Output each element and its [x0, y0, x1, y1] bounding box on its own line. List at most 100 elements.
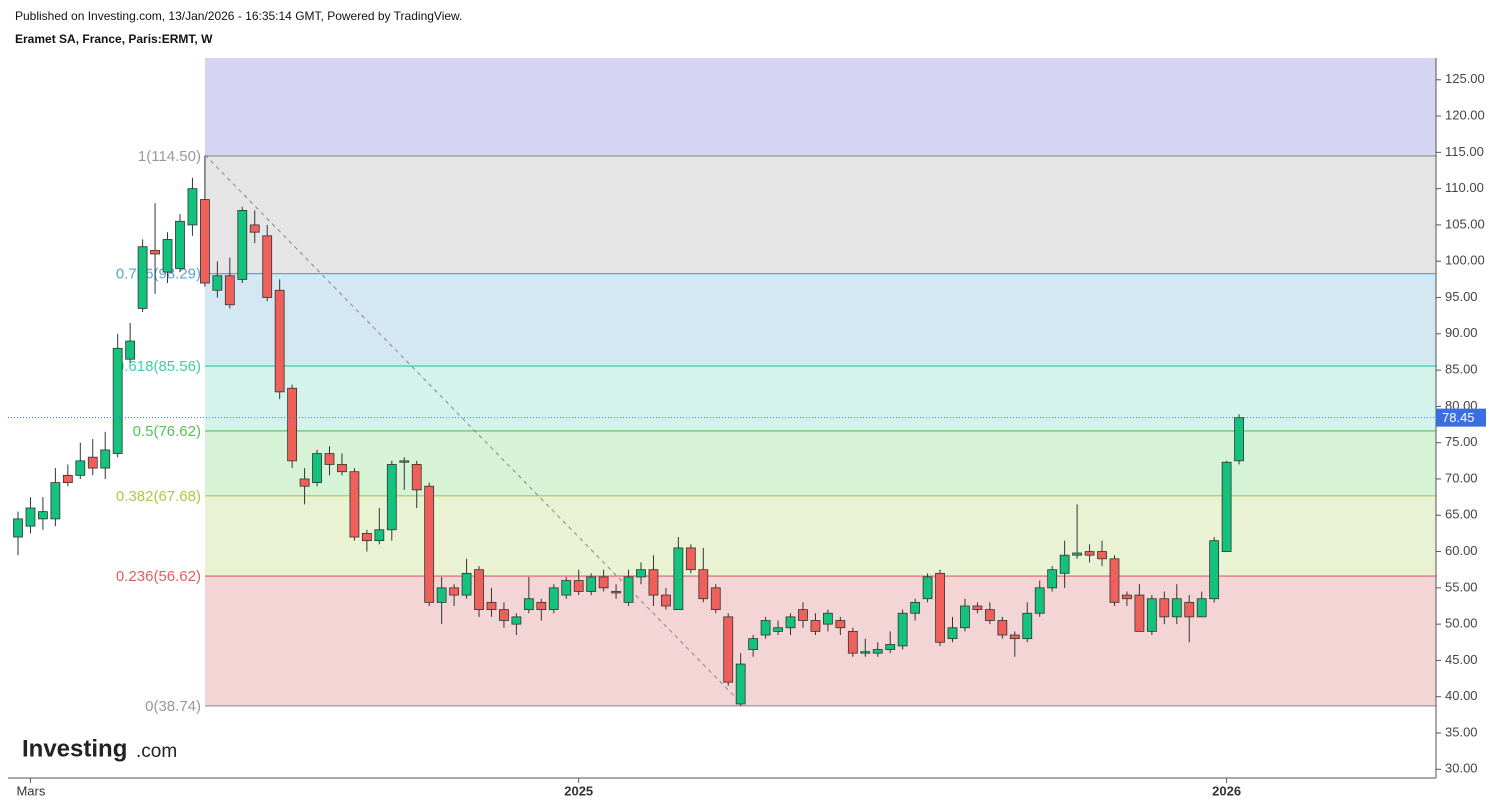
candle-body — [187, 188, 198, 226]
candle-body — [1034, 587, 1045, 614]
candle-body — [62, 474, 73, 483]
candle-body — [224, 275, 235, 306]
y-tick-label: 65.00 — [1445, 507, 1478, 522]
candle-body — [125, 340, 136, 360]
candle-body — [1047, 569, 1058, 589]
candle-body — [1022, 612, 1033, 640]
y-tick-label: 85.00 — [1445, 362, 1478, 377]
candle-body — [411, 464, 422, 491]
candle-body — [299, 478, 310, 487]
x-tick-label: 2026 — [1212, 783, 1241, 798]
published-note: Published on Investing.com, 13/Jan/2026 … — [15, 9, 462, 23]
candle-body — [361, 533, 372, 542]
candle-body — [1084, 551, 1095, 556]
y-tick-label: 40.00 — [1445, 688, 1478, 703]
fib-band — [205, 576, 1436, 706]
candle-body — [50, 482, 61, 520]
candle-body — [1072, 552, 1082, 556]
candle-body — [399, 460, 410, 463]
fib-band — [205, 273, 1436, 367]
candle-body — [972, 605, 983, 611]
candle-body — [710, 587, 721, 611]
fib-level-label: 0.236(56.62) — [116, 568, 201, 585]
y-tick-label: 120.00 — [1445, 108, 1485, 123]
fib-band-top — [205, 58, 1436, 156]
candle-body — [349, 471, 360, 538]
candle-body — [1134, 594, 1145, 632]
candle-body — [262, 235, 273, 298]
candle-body — [586, 576, 597, 592]
candle-body — [984, 609, 995, 621]
candle-body — [112, 347, 123, 454]
candle-body — [162, 239, 173, 273]
candle-body — [1159, 598, 1170, 618]
y-tick-label: 50.00 — [1445, 616, 1478, 631]
candle-body — [1171, 598, 1182, 618]
fib-level-label: 0.382(67.68) — [116, 488, 201, 505]
candle-body — [885, 644, 896, 650]
fib-level-label: 0.5(76.62) — [133, 423, 201, 440]
candle-body — [922, 576, 933, 600]
candle-body — [748, 638, 759, 650]
candle-body — [274, 289, 285, 393]
logo: Investing .com — [22, 735, 177, 762]
candle-body — [75, 460, 86, 476]
candle-body — [623, 576, 634, 603]
candles — [13, 155, 1244, 706]
y-tick-label: 125.00 — [1445, 71, 1485, 86]
candle-body — [1196, 598, 1207, 618]
candle-body — [1122, 594, 1132, 600]
y-tick-label: 55.00 — [1445, 579, 1478, 594]
candle-body — [760, 620, 771, 636]
x-tick-label: 2025 — [564, 783, 593, 798]
candle-body — [337, 464, 347, 473]
y-tick-label: 115.00 — [1445, 144, 1484, 159]
candle-body — [461, 572, 472, 596]
candle-body — [735, 663, 746, 705]
candle-body — [212, 275, 223, 291]
candle-body — [823, 612, 833, 625]
candle-body — [897, 612, 908, 647]
candle-body — [25, 507, 36, 527]
fib-level-label: 0.786(98.29) — [116, 266, 201, 283]
candle-body — [1221, 461, 1232, 552]
candle-body — [38, 511, 48, 520]
last-price-label: 78.45 — [1442, 410, 1475, 425]
candle-body — [1059, 554, 1070, 574]
fib-level-label: 0(38.74) — [145, 698, 201, 715]
candle-body — [499, 609, 509, 621]
candle-body — [287, 387, 298, 462]
fib-level-label: 1(114.50) — [138, 148, 201, 165]
candle-body — [1234, 417, 1244, 462]
candle-body — [673, 547, 684, 611]
candle-body — [13, 518, 23, 538]
candle-body — [810, 620, 821, 632]
candle-body — [723, 616, 734, 683]
candle-body — [561, 580, 572, 596]
candle-body — [636, 569, 646, 578]
candle-body — [872, 649, 883, 654]
candle-body — [798, 609, 808, 621]
candle-body — [523, 598, 534, 611]
candle-body — [997, 620, 1008, 636]
candle-body — [785, 616, 796, 629]
candle-body — [598, 576, 609, 589]
candle-body — [374, 529, 385, 542]
y-tick-label: 30.00 — [1445, 761, 1478, 776]
last-price-box — [1436, 408, 1486, 427]
candle-body — [947, 627, 958, 640]
candle-body — [773, 627, 783, 632]
fib-level-label: 0.618(85.56) — [116, 358, 201, 375]
candle-body — [1184, 601, 1195, 618]
candle-body — [511, 616, 522, 625]
logo-text: Investing — [22, 735, 127, 762]
y-tick-label: 70.00 — [1445, 470, 1478, 485]
candle-body — [137, 246, 148, 309]
candle-body — [960, 605, 970, 629]
candle-body — [685, 547, 696, 571]
candle-body — [1146, 598, 1157, 632]
y-tick-label: 110.00 — [1445, 180, 1484, 195]
candle-body — [1209, 540, 1220, 600]
candle-body — [1109, 558, 1120, 603]
